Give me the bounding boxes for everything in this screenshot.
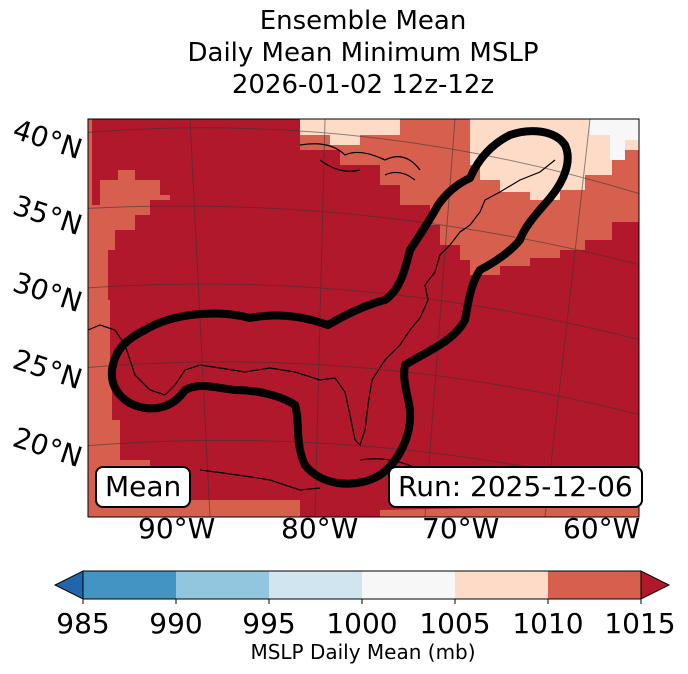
pressure-field-1005-1010-south — [380, 505, 639, 517]
run-date-box: Run: 2025-12-06 — [388, 466, 643, 508]
colorbar-extend-low — [53, 570, 84, 600]
colorbar-tick-1000: 1000 — [326, 607, 398, 640]
pressure-field-1005-1010-west — [88, 119, 170, 500]
pressure-field-995-1000 — [590, 119, 639, 160]
colorbar-tick-1010: 1010 — [512, 607, 584, 640]
pressure-field-1000-1005-maritimes — [470, 119, 639, 200]
colorbar-bin-990 — [176, 571, 269, 599]
colorbar-bin-1000 — [362, 571, 455, 599]
colorbar-tick-990: 990 — [149, 607, 203, 640]
colorbar-bin-985 — [83, 571, 176, 599]
title-line-3: 2026-01-02 12z-12z — [231, 70, 495, 100]
lon-label-70w: 70°W — [422, 512, 500, 545]
colorbar — [53, 570, 671, 604]
colorbar-tick-1015: 1015 — [604, 607, 676, 640]
mean-label-box: Mean — [95, 466, 192, 508]
colorbar-tick-1005: 1005 — [419, 607, 491, 640]
coastlines — [88, 143, 556, 491]
colorbar-tick-995: 995 — [242, 607, 296, 640]
lon-label-60w: 60°W — [563, 512, 641, 545]
lon-label-80w: 80°W — [281, 512, 359, 545]
colorbar-tick-985: 985 — [56, 607, 110, 640]
map-frame — [87, 118, 640, 518]
title-line-2: Daily Mean Minimum MSLP — [187, 38, 539, 68]
colorbar-bin-995 — [269, 571, 362, 599]
colorbar-bin-1010 — [548, 571, 641, 599]
colorbar-extend-high — [640, 570, 671, 600]
colorbar-bin-1005 — [455, 571, 548, 599]
colorbar-title: MSLP Daily Mean (mb) — [250, 640, 476, 664]
title-line-1: Ensemble Mean — [259, 6, 467, 36]
lon-label-90w: 90°W — [138, 512, 216, 545]
mslp-contour — [107, 127, 572, 488]
